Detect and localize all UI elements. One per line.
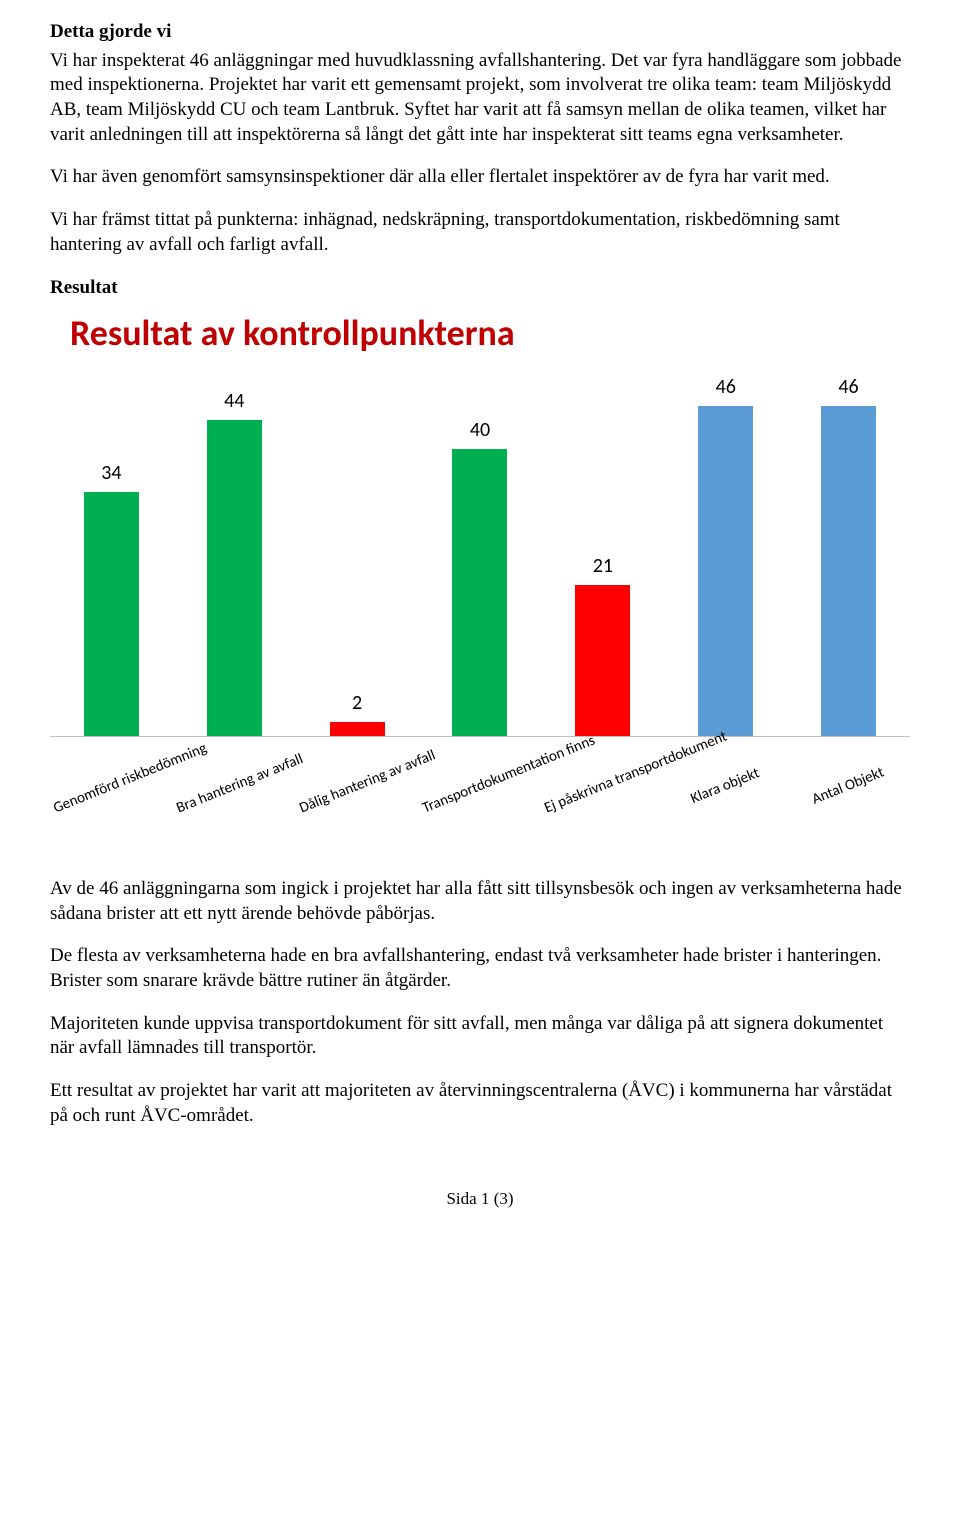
bar bbox=[575, 585, 630, 736]
bar-chart: 34 44 2 40 21 46 46 Genomförd riskbedömningBra… bbox=[50, 377, 910, 837]
x-axis-label: Dålig hantering av avfall bbox=[297, 755, 418, 819]
bar-value-label: 21 bbox=[593, 553, 613, 579]
paragraph: Ett resultat av projektet har varit att … bbox=[50, 1079, 910, 1128]
bar-slot: 40 bbox=[419, 417, 542, 736]
bar-value-label: 46 bbox=[838, 374, 858, 400]
x-axis-label: Ej påskrivna transportdokument bbox=[542, 755, 663, 819]
x-axis-label: Transportdokumentation finns bbox=[419, 755, 540, 819]
bar-value-label: 46 bbox=[716, 374, 736, 400]
section-heading: Detta gjorde vi bbox=[50, 20, 910, 45]
bar bbox=[330, 722, 385, 736]
x-axis-label: Antal Objekt bbox=[788, 755, 909, 819]
paragraph: Majoriteten kunde uppvisa transportdokum… bbox=[50, 1012, 910, 1061]
chart-title: Resultat av kontrollpunkterna bbox=[70, 310, 910, 357]
bar-slot: 21 bbox=[541, 553, 664, 736]
bar bbox=[84, 492, 139, 736]
result-heading: Resultat bbox=[50, 276, 910, 301]
chart-x-labels: Genomförd riskbedömningBra hantering av … bbox=[50, 745, 910, 835]
bar bbox=[452, 449, 507, 736]
bar-value-label: 40 bbox=[470, 417, 490, 443]
chart-plot: 34 44 2 40 21 46 46 bbox=[50, 377, 910, 737]
bar-slot: 2 bbox=[296, 690, 419, 736]
x-axis-label: Klara objekt bbox=[665, 755, 786, 819]
paragraph: Vi har inspekterat 46 anläggningar med h… bbox=[50, 49, 910, 148]
bar bbox=[821, 406, 876, 736]
paragraph: Vi har främst tittat på punkterna: inhäg… bbox=[50, 208, 910, 257]
x-axis-label: Bra hantering av avfall bbox=[174, 755, 295, 819]
paragraph: De flesta av verksamheterna hade en bra … bbox=[50, 944, 910, 993]
bar bbox=[207, 420, 262, 736]
bar-slot: 46 bbox=[787, 374, 910, 736]
x-axis-label: Genomförd riskbedömning bbox=[51, 755, 172, 819]
paragraph: Vi har även genomfört samsynsinspektione… bbox=[50, 165, 910, 190]
bar-value-label: 34 bbox=[101, 460, 121, 486]
bar-slot: 34 bbox=[50, 460, 173, 736]
bar-slot: 44 bbox=[173, 388, 296, 736]
bar-value-label: 2 bbox=[352, 690, 362, 716]
paragraph: Av de 46 anläggningarna som ingick i pro… bbox=[50, 877, 910, 926]
bar bbox=[698, 406, 753, 736]
bar-slot: 46 bbox=[664, 374, 787, 736]
bar-value-label: 44 bbox=[224, 388, 244, 414]
page-footer: Sida 1 (3) bbox=[50, 1188, 910, 1210]
